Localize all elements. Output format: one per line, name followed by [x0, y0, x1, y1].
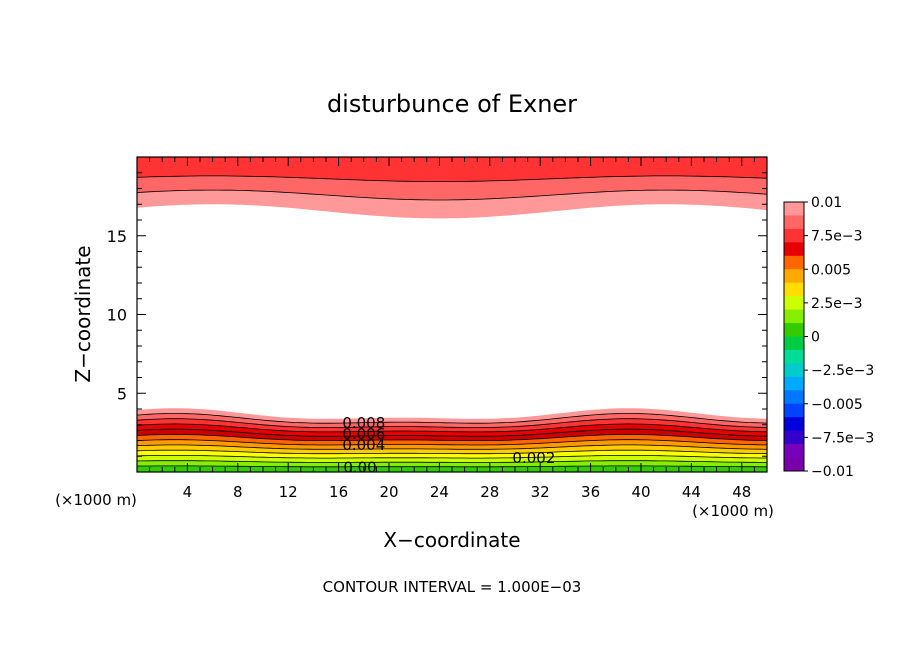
- contour-line: [137, 413, 767, 424]
- axis-ticks: [137, 157, 767, 472]
- contour-line: [137, 444, 767, 450]
- colorbar-label: 0: [811, 330, 820, 346]
- colorbar-label: −0.005: [811, 397, 863, 413]
- x-tick-label: 12: [279, 483, 298, 501]
- x-tick-label: 24: [430, 483, 449, 501]
- colorbar-segment: [784, 349, 804, 364]
- colorbar-segment: [784, 202, 804, 216]
- x-tick-label: 8: [233, 483, 243, 501]
- x-axis-label: X−coordinate: [383, 528, 520, 552]
- colorbar-label: −2.5e−3: [811, 363, 874, 379]
- y-tick-labels: 5 10 15: [107, 227, 127, 404]
- x-unit-label: (×1000 m): [692, 502, 774, 520]
- contour-lines: [137, 175, 767, 468]
- contour-label: 0.004: [342, 436, 385, 454]
- colorbar-segment: [784, 336, 804, 351]
- colorbar-segment: [784, 444, 804, 459]
- colorbar-segment: [784, 323, 804, 337]
- colorbar-segment: [784, 215, 804, 230]
- chart-title: disturbunce of Exner: [327, 90, 577, 118]
- colorbar-segment: [784, 296, 804, 311]
- y-tick-label: 10: [107, 306, 127, 325]
- colorbar-segment: [784, 363, 804, 378]
- contour-label: 0.002: [512, 449, 555, 467]
- colorbar-segment: [784, 403, 804, 418]
- colorbar-labels: 0.01 7.5e−3 0.005 2.5e−3 0 −2.5e−3 −0.005 −7.5e…: [804, 195, 874, 480]
- x-tick-label: 16: [329, 483, 348, 501]
- contour-line: [137, 418, 767, 429]
- contour-line: [137, 428, 767, 437]
- colorbar-segment: [784, 390, 804, 405]
- colorbar-label: 0.01: [811, 195, 842, 211]
- colorbar-segment: [784, 457, 804, 472]
- y-axis-label: Z−coordinate: [71, 245, 95, 382]
- contour-label: 0.008: [342, 414, 385, 432]
- x-tick-label: 40: [631, 483, 650, 501]
- colorbar-segment: [784, 255, 804, 270]
- colorbar-segment: [784, 309, 804, 324]
- contour-fills: [137, 157, 767, 472]
- x-tick-labels: 4 8 12 16 20 24 28 32 36 40 44 48: [183, 483, 752, 501]
- colorbar-segment: [784, 430, 804, 445]
- colorbar-label: 0.005: [811, 262, 851, 278]
- colorbar: [783, 201, 805, 472]
- contour-line: [137, 175, 767, 182]
- contour-line: [137, 449, 767, 455]
- y-unit-label: (×1000 m): [55, 491, 137, 509]
- x-tick-label: 48: [732, 483, 751, 501]
- contour-label: 0.006: [342, 425, 385, 443]
- colorbar-segment: [784, 228, 804, 243]
- y-tick-label: 15: [107, 227, 127, 246]
- x-tick-label: 28: [480, 483, 499, 501]
- x-tick-label: 20: [379, 483, 398, 501]
- top-layer-fill: [137, 157, 767, 182]
- contour-line: [137, 423, 767, 433]
- colorbar-segment: [784, 269, 804, 284]
- contour-line: [137, 439, 767, 446]
- x-tick-label: 32: [531, 483, 550, 501]
- contour-interval-note: CONTOUR INTERVAL = 1.000E−03: [323, 578, 582, 596]
- y-tick-label: 5: [117, 384, 127, 403]
- x-tick-label: 4: [183, 483, 193, 501]
- colorbar-label: −0.01: [811, 464, 854, 480]
- colorbar-segment: [784, 376, 804, 391]
- colorbar-label: −7.5e−3: [811, 430, 874, 446]
- contour-line: [137, 433, 767, 441]
- colorbar-label: 2.5e−3: [811, 296, 863, 312]
- contour-label: 0.00: [343, 458, 376, 476]
- x-tick-label: 44: [682, 483, 701, 501]
- colorbar-segment: [784, 282, 804, 297]
- colorbar-label: 7.5e−3: [811, 229, 863, 245]
- contour-line: [137, 189, 767, 201]
- x-tick-label: 36: [581, 483, 600, 501]
- contour-line: [137, 455, 767, 459]
- contour-line: [137, 465, 767, 468]
- contour-line: [137, 460, 767, 463]
- colorbar-segment: [784, 417, 804, 432]
- colorbar-segment: [784, 242, 804, 257]
